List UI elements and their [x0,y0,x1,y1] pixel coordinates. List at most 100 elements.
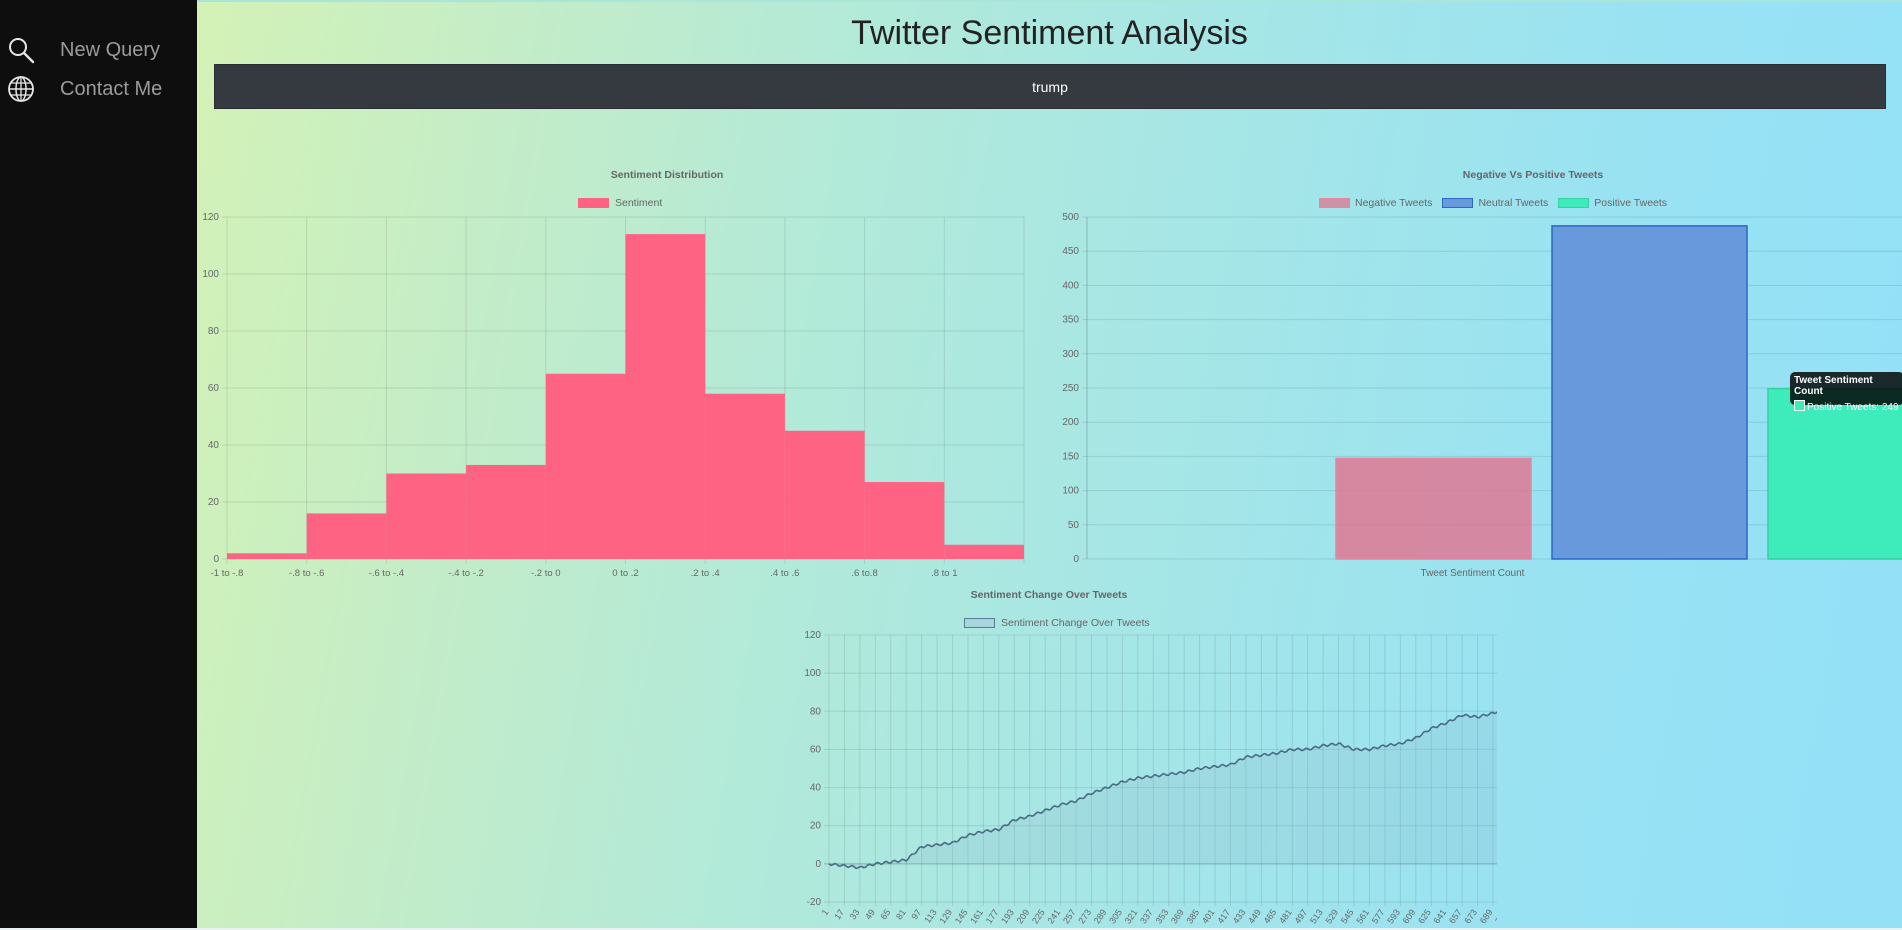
sidebar-item-contact-me[interactable]: Contact Me [0,72,197,106]
sentiment-count-chart: 0 50 100 150 200 250 300 350 400 450 500 Tweet Sent… [1062,212,1902,579]
histogram-bar [944,544,1024,559]
sentiment-count-title: Negative Vs Positive Tweets [1462,169,1604,181]
x-tick-label: 273 [1076,907,1093,925]
x-tick-label: 289 [1092,907,1109,925]
y-tick-label: 100 [1062,486,1079,497]
sidebar-item-label: New Query [60,38,161,61]
main-content: Twitter Sentiment Analysis trump Sentime… [197,0,1902,928]
bar-negative-tweets [1335,457,1532,560]
x-tick-label: 81 [894,907,908,921]
y-tick-label: 40 [810,783,822,794]
legend-label: Sentiment Change Over Tweets [1001,617,1150,629]
y-tick-label: 300 [1062,349,1079,360]
legend-swatch-neutral [1442,198,1474,208]
x-tick-label: 113 [922,907,938,924]
x-tick-label: 577 [1370,907,1387,925]
x-tick-label: 673 [1462,907,1479,925]
x-tick-label: 529 [1323,907,1340,925]
y-tick-label: 120 [202,212,219,223]
x-tick-label: 49 [863,907,877,921]
y-tick-label: 250 [1062,383,1079,394]
x-tick-label: .6 to.8 [851,568,877,579]
x-tick-label: 353 [1154,907,1171,925]
x-tick-label: 97 [909,907,923,921]
legend-label: Sentiment [615,197,663,209]
x-tick-label: 449 [1246,907,1263,925]
y-tick-label: 120 [804,630,821,641]
sentiment-count-legend[interactable]: Negative Tweets Neutral Tweets Positive … [1319,197,1667,209]
line-chart-title: Sentiment Change Over Tweets [970,589,1128,601]
x-tick-label: 657 [1447,907,1464,925]
y-tick-label: 0 [213,554,219,565]
x-tick-label: -.8 to -.6 [289,568,324,579]
histogram-legend[interactable]: Sentiment [578,197,662,209]
histogram-bar [306,513,387,559]
y-tick-label: 50 [1068,520,1080,531]
x-tick-label: 337 [1138,907,1155,925]
x-tick-label: 401 [1200,907,1217,925]
query-bar[interactable]: trump [214,64,1886,109]
x-tick-label: 593 [1385,907,1402,925]
x-tick-label: -.6 to -.4 [369,568,404,579]
y-tick-label: 20 [208,497,220,508]
x-tick-label: .2 to .4 [691,568,720,579]
x-tick-label: 305 [1107,907,1124,925]
x-tick-label: 417 [1215,907,1232,925]
histogram-bar [227,553,307,559]
legend-swatch [964,618,995,628]
x-tick-label: 481 [1277,907,1294,925]
y-tick-label: 400 [1062,280,1079,291]
x-tick-label: 257 [1061,907,1078,925]
sidebar-item-new-query[interactable]: New Query [0,33,197,67]
y-tick-label: 60 [810,744,822,755]
search-icon [9,38,35,64]
x-tick-label: 465 [1262,907,1279,925]
x-tick-label: 209 [1015,907,1032,925]
y-tick-label: -20 [807,897,822,908]
x-tick-label: 17 [832,907,846,921]
footer-strip [0,928,1902,930]
x-tick-label: 689 [1478,907,1495,925]
x-tick-label: 497 [1293,907,1310,925]
y-tick-label: 40 [208,440,220,451]
page-title: Twitter Sentiment Analysis [851,14,1248,52]
x-tick-label: 0 to .2 [612,568,638,579]
histogram-chart: 0 20 40 60 80 100 120 -1 to -.8 -.8 to -.6 -.6 to… [202,212,1025,579]
x-tick-label: 33 [848,907,862,921]
x-tick-label: 513 [1308,907,1325,925]
line-chart: 1 17 33 49 65 81 97 113129145161177193209225241… [804,630,1497,925]
y-tick-label: 500 [1062,212,1079,223]
bar-neutral-tweets [1551,225,1748,560]
histogram-bar [386,473,467,559]
x-tick-label: 561 [1354,907,1371,925]
line-area-fill [829,711,1497,868]
x-tick-label: 369 [1169,907,1186,925]
histogram-bar [864,482,945,559]
x-tick-label: 145 [953,907,970,925]
x-tick-label: 161 [968,907,985,925]
histogram-bar [466,464,546,559]
y-tick-label: 0 [815,859,821,870]
x-tick-label: 193 [999,907,1016,925]
x-tick-label: 1 [820,907,831,917]
x-tick-label: 321 [1123,907,1140,925]
x-tick-label: .8 to 1 [931,568,957,579]
legend-swatch [578,198,609,208]
legend-swatch-negative [1319,198,1350,208]
x-tick-label: 625 [1416,907,1433,925]
tooltip-title: Tweet Sentiment Count [1794,375,1873,397]
x-tick-label: -1 to -.8 [211,568,244,579]
y-tick-label: 60 [208,383,220,394]
histogram-title: Sentiment Distribution [610,169,724,181]
histogram-bar [545,373,626,559]
x-tick-label: 177 [984,907,1001,925]
legend-swatch-positive [1558,198,1590,208]
y-tick-label: 0 [1073,554,1079,565]
y-tick-label: 350 [1062,315,1079,326]
histogram-bar [705,393,785,559]
sidebar-item-label: Contact Me [60,77,163,100]
line-chart-legend[interactable]: Sentiment Change Over Tweets [964,617,1150,629]
x-tick-label: 641 [1431,907,1448,925]
globe-icon [8,76,34,102]
x-tick-label: 385 [1184,907,1201,925]
